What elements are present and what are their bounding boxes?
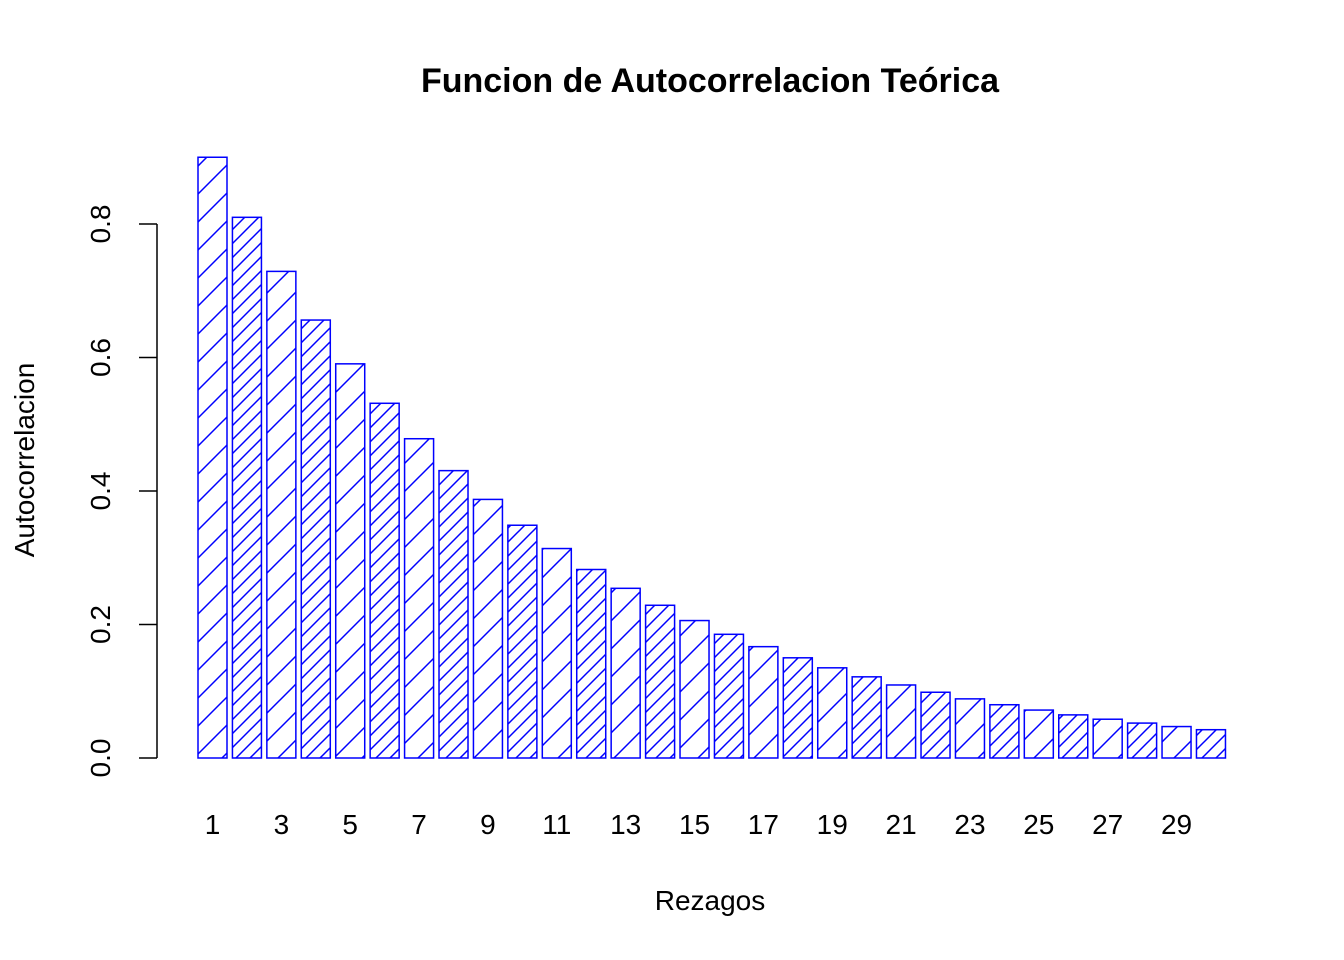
x-tick-label: 7 [411, 809, 427, 840]
bar-lag-29 [1161, 725, 1192, 759]
bars-group [197, 156, 1227, 759]
bar-lag-2 [231, 216, 263, 759]
y-axis-ticks: 0.0 0.2 0.4 0.6 0.8 [85, 205, 157, 778]
y-tick-label: 0.4 [85, 472, 116, 511]
y-axis-label: Autocorrelacion [9, 363, 40, 558]
bar-lag-11 [541, 547, 573, 759]
x-tick-label: 27 [1092, 809, 1123, 840]
bar-lag-3 [266, 270, 297, 759]
bar-lag-14 [644, 604, 676, 759]
x-axis-tick-labels: 1 3 5 7 9 11 13 15 17 19 21 23 25 27 29 [205, 809, 1192, 840]
y-tick-label: 0.8 [85, 205, 116, 244]
x-tick-label: 5 [342, 809, 358, 840]
bar-lag-10 [507, 524, 538, 759]
bar-lag-12 [575, 568, 607, 759]
bar-lag-15 [679, 619, 710, 759]
x-tick-label: 13 [610, 809, 641, 840]
bar-lag-22 [920, 691, 951, 759]
x-tick-label: 25 [1023, 809, 1054, 840]
x-tick-label: 29 [1161, 809, 1192, 840]
bar-lag-4 [300, 319, 332, 759]
x-tick-label: 11 [542, 809, 571, 840]
x-axis-label: Rezagos [655, 885, 766, 916]
x-tick-label: 21 [886, 809, 917, 840]
bar-lag-21 [885, 684, 917, 759]
bar-lag-16 [713, 633, 745, 759]
x-tick-label: 23 [954, 809, 985, 840]
bar-lag-28 [1126, 722, 1158, 759]
chart-title: Funcion de Autocorrelacion Teórica [421, 62, 1000, 100]
bar-lag-19 [816, 667, 848, 759]
bar-lag-27 [1092, 718, 1123, 759]
y-tick-label: 0.2 [85, 605, 116, 644]
x-tick-label: 17 [748, 809, 779, 840]
bar-lag-6 [369, 402, 400, 759]
bar-lag-13 [610, 587, 641, 759]
bar-lag-17 [748, 645, 779, 759]
bar-lag-9 [472, 498, 504, 759]
bar-lag-23 [954, 698, 986, 759]
y-tick-label: 0.0 [85, 739, 116, 778]
bar-lag-24 [989, 703, 1020, 759]
bar-lag-30 [1195, 728, 1227, 759]
x-tick-label: 3 [274, 809, 290, 840]
bar-lag-18 [782, 657, 814, 759]
bar-lag-20 [851, 676, 882, 759]
x-tick-label: 19 [817, 809, 848, 840]
x-tick-label: 9 [480, 809, 496, 840]
bar-lag-25 [1023, 709, 1055, 759]
bar-lag-5 [334, 363, 366, 759]
bar-lag-26 [1058, 714, 1089, 759]
x-tick-label: 15 [679, 809, 710, 840]
y-tick-label: 0.6 [85, 338, 116, 377]
bar-lag-1 [197, 156, 228, 759]
bar-lag-7 [403, 437, 435, 759]
bar-lag-8 [438, 469, 469, 759]
x-tick-label: 1 [205, 809, 221, 840]
